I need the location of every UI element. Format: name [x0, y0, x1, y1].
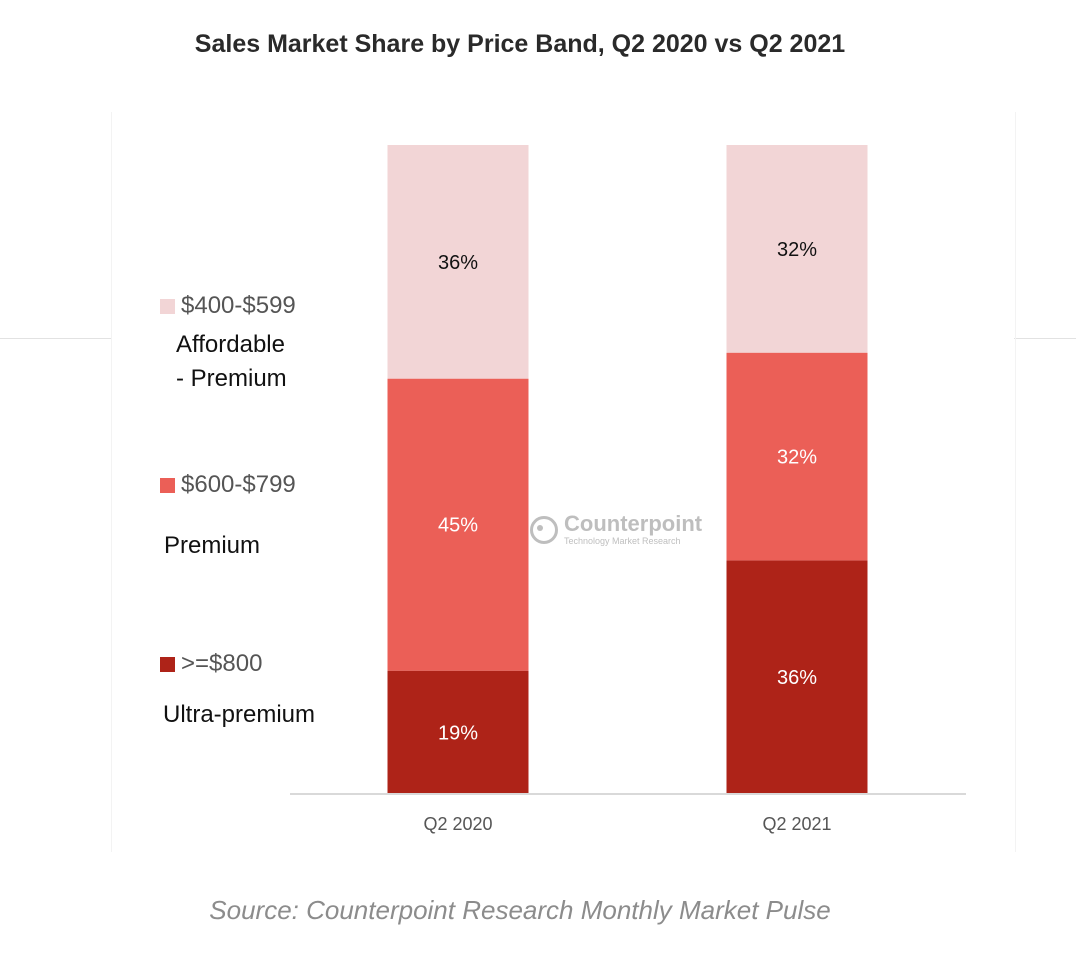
bars-group: 19% 45% 36% 36% 32% 32% — [387, 145, 868, 794]
bar-segment-q2-2021-1 — [726, 352, 868, 561]
legend-item-premium: $600-$799 — [160, 471, 296, 499]
x-tick-labels: Q2 2020 Q2 2021 — [423, 814, 831, 834]
legend-name-affordable: Affordable — [176, 331, 285, 358]
data-label: 45% — [438, 515, 478, 537]
data-label: 32% — [777, 447, 817, 469]
bar-segment-q2-2020-2 — [387, 145, 529, 379]
data-label: 32% — [777, 239, 817, 261]
legend-name-ultra-premium: Ultra-premium — [163, 701, 316, 728]
data-label: 36% — [777, 667, 817, 689]
data-label: 36% — [438, 252, 478, 274]
legend-name-premium-suffix: - Premium — [176, 365, 287, 392]
chart-title: Sales Market Share by Price Band, Q2 202… — [194, 30, 846, 58]
legend-range: >=$800 — [181, 650, 263, 677]
chart-frame — [111, 112, 1016, 852]
x-tick-label: Q2 2020 — [423, 814, 492, 834]
legend-item-affordable-premium: $400-$599 — [160, 292, 296, 320]
divider-left — [0, 338, 112, 339]
bar-segment-q2-2021-0 — [726, 560, 868, 794]
legend-swatch-ultra-premium — [160, 656, 175, 672]
x-tick-label: Q2 2021 — [762, 814, 831, 834]
legend-range: $400-$599 — [181, 292, 296, 319]
watermark-name: Counterpoint — [564, 511, 703, 536]
counterpoint-watermark: Counterpoint Technology Market Research — [530, 513, 702, 547]
bar-segment-q2-2020-1 — [387, 378, 529, 671]
legend-range: $600-$799 — [181, 471, 296, 498]
legend-name-premium: Premium — [164, 532, 261, 559]
legend-item-ultra-premium: >=$800 — [160, 650, 262, 678]
legend-swatch-premium — [160, 477, 175, 493]
counterpoint-logo-icon — [530, 516, 558, 544]
bar-segment-q2-2021-2 — [726, 145, 868, 353]
bar-segment-q2-2020-0 — [387, 670, 529, 794]
legend-swatch-affordable-premium — [160, 298, 175, 314]
data-label: 19% — [438, 722, 478, 744]
divider-right — [1014, 338, 1076, 339]
source-note: Source: Counterpoint Research Monthly Ma… — [209, 895, 831, 925]
watermark-tagline: Technology Market Research — [564, 536, 681, 546]
